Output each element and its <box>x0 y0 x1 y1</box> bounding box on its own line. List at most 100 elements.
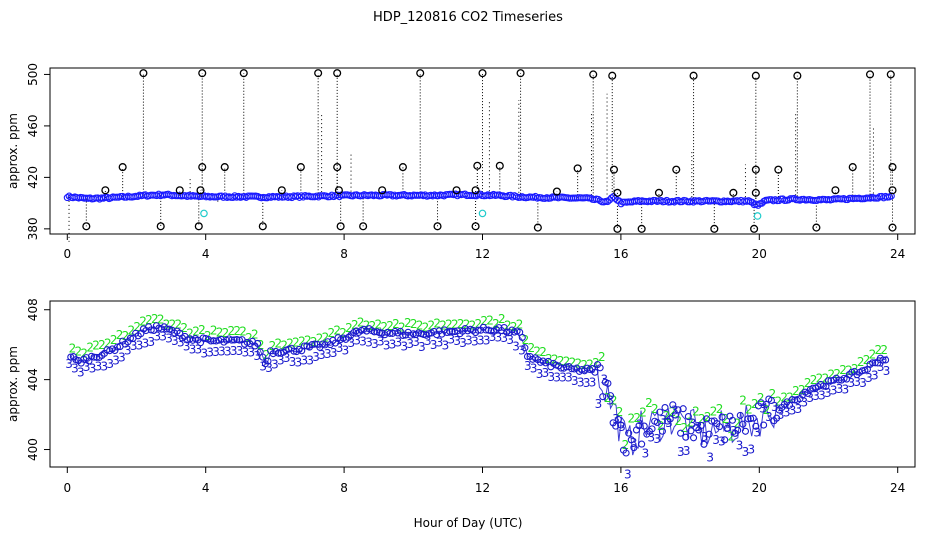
bottom-label-3: 3 <box>506 333 514 347</box>
bottom-label-3: 3 <box>277 353 285 367</box>
bottom-marks: 2222222222222222222222222222222222222222… <box>65 312 890 482</box>
bottom-label-3: 3 <box>318 348 326 362</box>
top-spike-point <box>471 186 480 195</box>
bottom-label-3: 3 <box>483 334 491 348</box>
bottom-point <box>612 422 620 430</box>
bottom-label-2: 2 <box>80 347 88 361</box>
bottom-label-3: 3 <box>153 330 161 344</box>
bottom-label-3: 3 <box>595 397 603 411</box>
bottom-label-2: 2 <box>680 421 688 435</box>
top-y-tick-label: 500 <box>26 63 40 86</box>
bottom-x-tick-label: 4 <box>202 481 210 495</box>
bottom-label-2: 2 <box>380 320 388 334</box>
bottom-point <box>228 336 236 344</box>
bottom-label-3: 3 <box>636 418 644 432</box>
bottom-label-3: 3 <box>430 338 438 352</box>
bottom-label-2: 2 <box>398 320 406 334</box>
bottom-label-3: 3 <box>700 430 708 444</box>
bottom-point <box>254 339 262 347</box>
top-spike-point <box>416 69 425 78</box>
bottom-label-2: 2 <box>475 317 483 331</box>
bottom-label-3: 3 <box>183 339 191 353</box>
bottom-label-3: 3 <box>818 389 826 403</box>
top-spike-point <box>888 163 897 172</box>
bottom-point <box>518 333 526 341</box>
bottom-label-3: 3 <box>212 345 220 359</box>
bottom-label-3: 3 <box>65 357 73 371</box>
top-spike-point <box>359 222 368 231</box>
bottom-label-2: 2 <box>610 394 618 408</box>
top-spike-point <box>333 163 342 172</box>
bottom-label-3: 3 <box>883 364 891 378</box>
bottom-point <box>638 440 646 448</box>
bottom-label-2: 2 <box>669 405 677 419</box>
top-spike-point <box>729 188 738 197</box>
bottom-point <box>630 444 638 452</box>
top-spike-point <box>589 70 598 79</box>
bottom-label-2: 2 <box>275 337 283 351</box>
bottom-label-2: 2 <box>580 358 588 372</box>
bottom-label-3: 3 <box>265 361 273 375</box>
bottom-label-2: 2 <box>727 430 735 444</box>
bottom-label-2: 2 <box>180 321 188 335</box>
top-spike-point <box>296 163 305 172</box>
bottom-point <box>669 401 677 409</box>
bottom-label-2: 2 <box>775 394 783 408</box>
bottom-point <box>715 423 724 431</box>
bottom-label-3: 3 <box>859 376 867 390</box>
bottom-point <box>596 364 604 372</box>
bottom-point <box>679 405 687 413</box>
bottom-label-2: 2 <box>239 324 247 338</box>
bottom-point <box>653 418 661 427</box>
bottom-label-2: 2 <box>75 344 83 358</box>
bottom-label-2: 2 <box>763 403 771 417</box>
top-spike-point <box>750 224 759 233</box>
bottom-point <box>635 422 643 430</box>
bottom-label-2: 2 <box>327 326 335 340</box>
bottom-label-2: 2 <box>98 338 106 352</box>
top-x-tick-label: 0 <box>63 247 71 261</box>
bottom-label-2: 2 <box>369 319 377 333</box>
bottom-label-3: 3 <box>242 346 250 360</box>
bottom-y-axis: 400 404 408 <box>26 298 50 461</box>
bottom-point <box>126 334 134 342</box>
bottom-label-2: 2 <box>298 335 306 349</box>
top-spike-point <box>654 188 664 197</box>
bottom-point <box>523 352 532 361</box>
bottom-point <box>721 436 729 444</box>
bottom-label-2: 2 <box>586 358 594 372</box>
bottom-label-2: 2 <box>280 338 288 352</box>
top-spike-point <box>886 70 895 79</box>
bottom-label-3: 3 <box>389 338 397 352</box>
bottom-label-2: 2 <box>457 317 465 331</box>
top-spike-point <box>710 224 719 233</box>
bottom-label-3: 3 <box>589 376 597 390</box>
bottom-label-2: 2 <box>445 317 453 331</box>
bottom-label-3: 3 <box>448 333 456 347</box>
bottom-label-3: 3 <box>530 362 538 376</box>
top-spike-point <box>398 163 407 172</box>
bottom-label-3: 3 <box>171 334 179 348</box>
bottom-point <box>591 368 599 376</box>
bottom-point <box>163 325 171 333</box>
bottom-label-2: 2 <box>498 312 506 326</box>
bottom-label-2: 2 <box>722 412 730 426</box>
top-spike-point <box>118 163 127 172</box>
bottom-x-tick-label: 16 <box>613 481 628 495</box>
bottom-point <box>599 393 607 401</box>
bottom-label-3: 3 <box>359 335 367 349</box>
top-spike-point <box>196 186 205 195</box>
bottom-point <box>606 392 615 400</box>
top-spike-point <box>471 222 480 231</box>
bottom-label-2: 2 <box>798 383 806 397</box>
bottom-label-2: 2 <box>286 336 294 350</box>
bottom-label-2: 2 <box>133 320 141 334</box>
bottom-label-3: 3 <box>383 338 391 352</box>
bottom-label-3: 3 <box>865 371 873 385</box>
bottom-label-3: 3 <box>159 329 167 343</box>
bottom-label-2: 2 <box>157 313 165 327</box>
bottom-x-tick-label: 12 <box>475 481 490 495</box>
bottom-label-3: 3 <box>230 344 238 358</box>
top-spike-point <box>689 71 698 80</box>
bottom-label-2: 2 <box>422 321 430 335</box>
